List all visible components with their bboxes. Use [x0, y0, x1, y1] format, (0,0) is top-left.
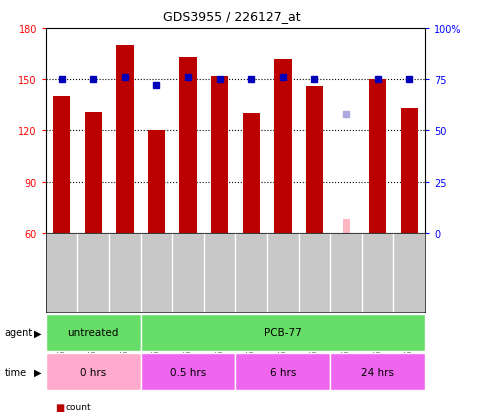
Bar	[400, 109, 418, 233]
Text: ■: ■	[56, 402, 65, 412]
Text: count: count	[65, 402, 91, 411]
Text: ▶: ▶	[34, 328, 42, 337]
Bar	[274, 59, 292, 233]
Text: untreated: untreated	[68, 328, 119, 337]
Bar	[236, 353, 330, 390]
Bar	[148, 131, 165, 233]
Bar	[53, 97, 71, 233]
Text: time: time	[5, 367, 27, 377]
Text: 0 hrs: 0 hrs	[80, 367, 106, 377]
Bar	[85, 112, 102, 233]
Text: agent: agent	[5, 328, 33, 337]
Bar	[141, 353, 236, 390]
Text: PCB-77: PCB-77	[264, 328, 302, 337]
Text: GDS3955 / 226127_at: GDS3955 / 226127_at	[163, 10, 300, 23]
Bar	[46, 314, 141, 351]
Bar	[342, 220, 350, 233]
Bar	[116, 46, 134, 233]
Bar	[46, 353, 141, 390]
Text: 0.5 hrs: 0.5 hrs	[170, 367, 206, 377]
Bar	[306, 87, 323, 233]
Bar	[369, 80, 386, 233]
Text: 6 hrs: 6 hrs	[270, 367, 296, 377]
Bar	[330, 353, 425, 390]
Text: ▶: ▶	[34, 367, 42, 377]
Bar	[211, 76, 228, 233]
Bar	[179, 58, 197, 233]
Text: 24 hrs: 24 hrs	[361, 367, 394, 377]
Bar	[141, 314, 425, 351]
Bar	[242, 114, 260, 233]
